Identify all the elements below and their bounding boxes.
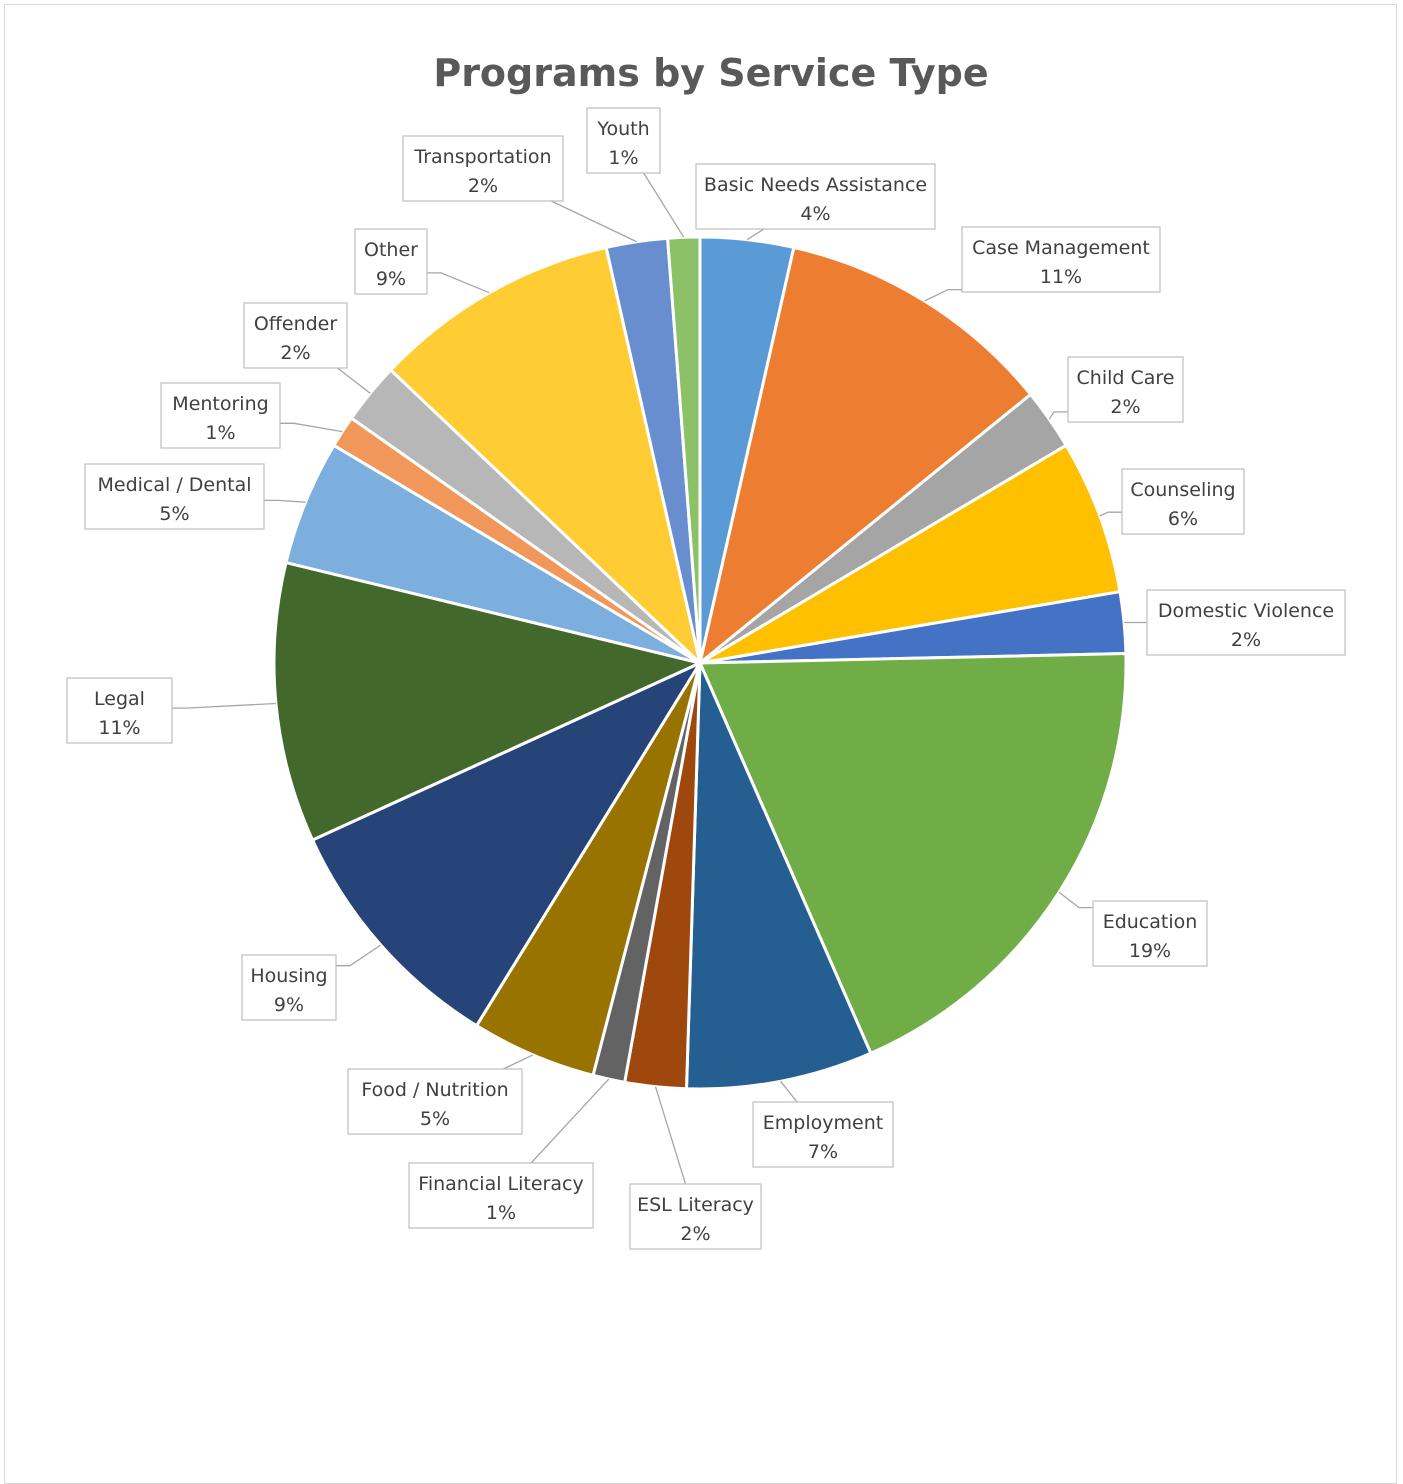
data-label-percent: 2% <box>1231 629 1261 651</box>
data-label-percent: 6% <box>1168 508 1198 530</box>
data-label-category: Child Care <box>1077 367 1175 389</box>
data-label-domestic-violence: Domestic Violence 2% <box>1146 589 1346 656</box>
data-label-box <box>1092 900 1208 967</box>
data-label-category: Mentoring <box>172 393 268 415</box>
data-label-category: Education <box>1103 911 1198 933</box>
data-label-percent: 11% <box>1040 266 1082 288</box>
leader-line-child-care <box>1048 411 1068 420</box>
data-label-percent: 2% <box>680 1223 710 1245</box>
data-label-percent: 2% <box>280 342 310 364</box>
data-label-category: Transportation <box>413 146 551 168</box>
data-label-category: Domestic Violence <box>1158 600 1334 622</box>
data-label-percent: 4% <box>800 203 830 225</box>
data-label-box <box>402 135 564 202</box>
data-label-percent: 2% <box>1110 396 1140 418</box>
data-label-category: Employment <box>763 1112 883 1134</box>
data-label-offender: Offender 2% <box>243 302 348 369</box>
data-label-box <box>243 302 348 369</box>
data-label-category: Other <box>364 239 418 261</box>
data-label-percent: 11% <box>98 717 140 739</box>
leader-line-case-management <box>924 288 962 302</box>
data-label-box <box>961 226 1161 293</box>
data-label-percent: 9% <box>376 268 406 290</box>
data-label-education: Education 19% <box>1092 900 1208 967</box>
leader-line-education <box>1058 891 1093 909</box>
leader-line-food-nutrition <box>503 1054 534 1070</box>
data-label-other: Other 9% <box>354 228 428 295</box>
data-label-counseling: Counseling 6% <box>1121 468 1245 535</box>
data-label-percent: 7% <box>808 1141 838 1163</box>
leader-line-financial-literacy <box>530 1078 610 1164</box>
leader-lines <box>172 172 1147 1185</box>
data-label-box <box>66 677 173 744</box>
data-label-category: Offender <box>254 313 338 335</box>
data-label-category: ESL Literacy <box>637 1194 754 1216</box>
data-label-box <box>160 382 281 449</box>
data-label-employment: Employment 7% <box>752 1101 894 1168</box>
leader-line-counseling <box>1099 511 1122 517</box>
data-label-legal: Legal 11% <box>66 677 173 744</box>
data-label-food-nutrition: Food / Nutrition 5% <box>347 1068 523 1135</box>
data-label-category: Youth <box>596 118 649 140</box>
pie-slice-housing <box>311 661 702 1028</box>
data-label-category: Medical / Dental <box>97 474 251 496</box>
data-label-youth: Youth 1% <box>586 107 661 174</box>
data-label-child-care: Child Care 2% <box>1067 356 1184 423</box>
chart-title: Programs by Service Type <box>433 51 988 95</box>
data-label-case-management: Case Management 11% <box>961 226 1161 293</box>
data-label-category: Food / Nutrition <box>361 1079 508 1101</box>
leader-line-mentoring <box>280 422 343 433</box>
leader-line-transportation <box>550 200 637 243</box>
data-label-box <box>586 107 661 174</box>
data-label-box <box>241 954 337 1021</box>
leader-line-esl-literacy <box>654 1086 687 1185</box>
data-label-medical-dental: Medical / Dental 5% <box>84 463 265 530</box>
data-label-box <box>695 163 936 230</box>
data-label-percent: 1% <box>608 147 638 169</box>
leader-line-legal <box>172 702 276 709</box>
data-label-percent: 2% <box>468 175 498 197</box>
data-label-box <box>1121 468 1245 535</box>
data-label-box <box>408 1162 594 1229</box>
data-label-percent: 1% <box>205 422 235 444</box>
data-label-category: Counseling <box>1130 479 1235 501</box>
data-label-box <box>1067 356 1184 423</box>
pie-slice-education <box>698 652 1128 1055</box>
pie-slice-other <box>389 245 702 665</box>
data-label-transportation: Transportation 2% <box>402 135 564 202</box>
data-label-mentoring: Mentoring 1% <box>160 382 281 449</box>
data-label-category: Financial Literacy <box>418 1173 583 1195</box>
data-label-box <box>347 1068 523 1135</box>
leader-line-other <box>427 272 490 294</box>
data-label-category: Case Management <box>972 237 1150 259</box>
data-label-box <box>84 463 265 530</box>
data-label-percent: 5% <box>159 503 189 525</box>
data-label-box <box>354 228 428 295</box>
data-label-box <box>752 1101 894 1168</box>
data-labels: Basic Needs Assistance 4% Case Management 1… <box>66 107 1346 1250</box>
data-label-percent: 19% <box>1129 940 1171 962</box>
data-label-housing: Housing 9% <box>241 954 337 1021</box>
data-label-category: Legal <box>94 688 145 710</box>
data-label-percent: 5% <box>420 1108 450 1130</box>
leader-line-youth <box>643 172 685 238</box>
data-label-box <box>1146 589 1346 656</box>
leader-line-basic-needs-assistance <box>746 228 765 241</box>
data-label-category: Basic Needs Assistance <box>704 174 927 196</box>
pie-slices <box>272 235 1128 1091</box>
leader-line-employment <box>780 1080 798 1103</box>
data-label-percent: 1% <box>486 1202 516 1224</box>
pie-slice-case-management <box>698 245 1033 665</box>
leader-line-medical-dental <box>264 499 306 503</box>
data-label-financial-literacy: Financial Literacy 1% <box>408 1162 594 1229</box>
leader-line-housing <box>336 944 382 967</box>
data-label-percent: 9% <box>274 994 304 1016</box>
data-label-category: Housing <box>250 965 327 987</box>
data-label-basic-needs-assistance: Basic Needs Assistance 4% <box>695 163 936 230</box>
pie-slice-legal <box>272 561 702 842</box>
data-label-box <box>629 1183 762 1250</box>
data-label-esl-literacy: ESL Literacy 2% <box>629 1183 762 1250</box>
leader-line-offender <box>337 367 371 394</box>
